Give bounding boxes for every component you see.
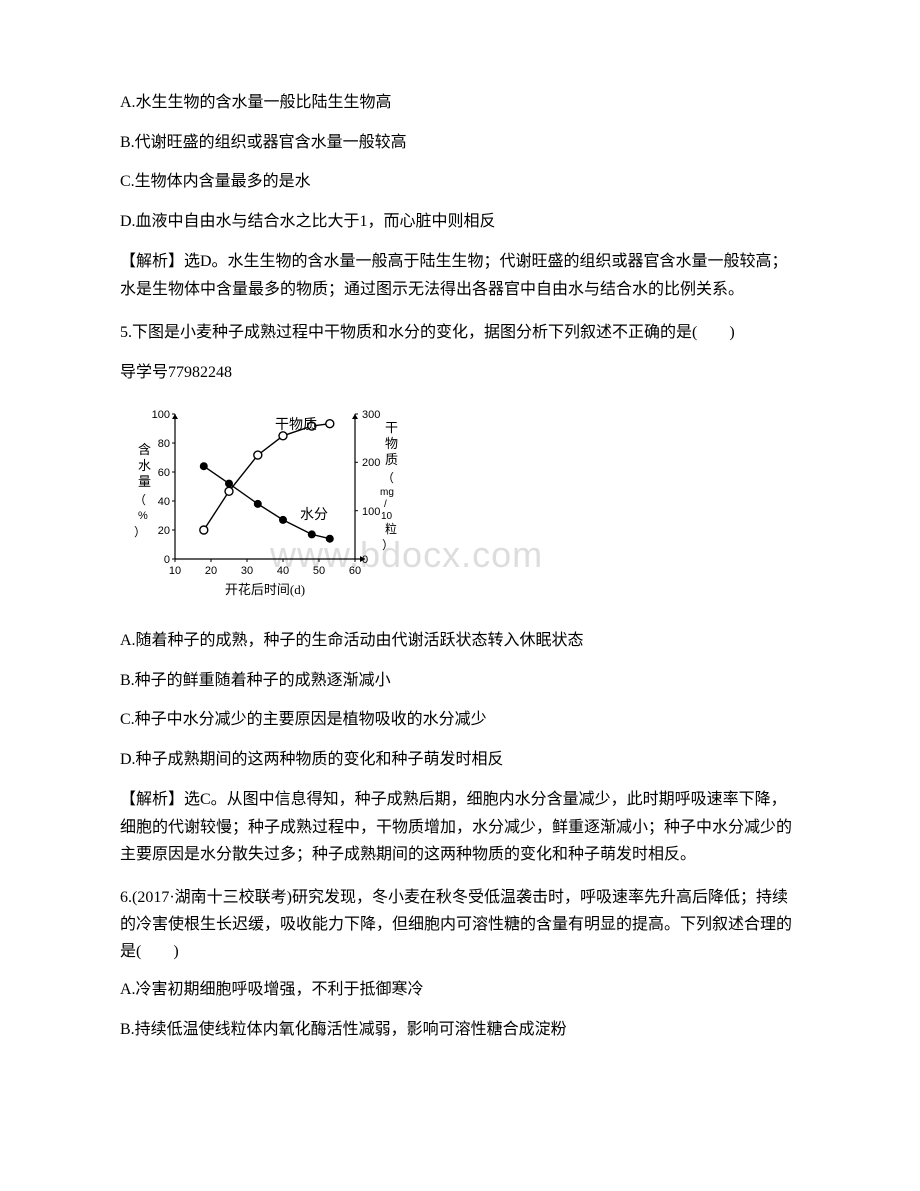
svg-text:30: 30	[241, 565, 253, 577]
q4-option-b: B.代谢旺盛的组织或器官含水量一般较高	[120, 130, 800, 156]
svg-text:10: 10	[169, 565, 181, 577]
svg-text:0: 0	[362, 554, 368, 566]
water-label: 水分	[300, 507, 328, 523]
q4-option-c: C.生物体内含量最多的是水	[120, 169, 800, 195]
y-left-label-3: 量	[138, 474, 151, 489]
q4-option-a: A.水生生物的含水量一般比陆生生物高	[120, 90, 800, 116]
y-right-label-2: 物	[385, 436, 398, 451]
q5-option-d: D.种子成熟期间的这两种物质的变化和种子萌发时相反	[120, 747, 800, 773]
y-right-unit-6: ）	[382, 538, 394, 552]
q6-option-b: B.持续低温使线粒体内氧化酶活性减弱，影响可溶性糖合成淀粉	[120, 1017, 800, 1043]
q5-explanation: 【解析】选C。从图中信息得知，种子成熟后期，细胞内水分含量减少，此时期呼吸速率下…	[120, 786, 800, 868]
q6-option-a: A.冷害初期细胞呼吸增强，不利于抵御寒冷	[120, 977, 800, 1003]
q4-explanation: 【解析】选D。水生生物的含水量一般高于陆生生物；代谢旺盛的组织或器官含水量一般较…	[120, 248, 800, 302]
svg-text:50: 50	[313, 565, 325, 577]
x-axis-label: 开花后时间(d)	[225, 582, 305, 597]
svg-text:60: 60	[349, 565, 361, 577]
y-left-unit-3: ）	[134, 525, 146, 539]
svg-text:300: 300	[362, 409, 380, 421]
q5-option-b: B.种子的鲜重随着种子的成熟逐渐减小	[120, 668, 800, 694]
y-left-label-2: 水	[138, 458, 151, 473]
svg-text:100: 100	[362, 506, 380, 518]
svg-text:20: 20	[205, 565, 217, 577]
q5-chart: www.bdocx.com 0 20 40 60 80 100 0 100 20…	[120, 394, 400, 614]
dry-matter-label: 干物质	[275, 417, 317, 433]
y-right-unit-3: /	[384, 499, 387, 510]
y-right-unit-4: 10	[381, 511, 393, 522]
y-right-label-3: 质	[385, 452, 398, 467]
y-left-unit-1: （	[134, 493, 146, 507]
svg-text:40: 40	[277, 565, 289, 577]
svg-text:60: 60	[158, 467, 170, 479]
chart-svg: 0 20 40 60 80 100 0 100 200 300 10 20 30…	[120, 394, 400, 614]
q5-option-a: A.随着种子的成熟，种子的生命活动由代谢活跃状态转入休眠状态	[120, 628, 800, 654]
q6-stem: 6.(2017·湖南十三校联考)研究发现，冬小麦在秋冬受低温袭击时，呼吸速率先升…	[120, 884, 800, 966]
svg-text:40: 40	[158, 496, 170, 508]
q5-stem: 5.下图是小麦种子成熟过程中干物质和水分的变化，据图分析下列叙述不正确的是( )	[120, 319, 800, 346]
y-left-label: 含	[138, 442, 151, 457]
svg-text:80: 80	[158, 438, 170, 450]
svg-text:200: 200	[362, 457, 380, 469]
svg-text:100: 100	[152, 409, 170, 421]
y-right-label-1: 干	[385, 420, 398, 435]
y-right-unit-2: mg	[380, 487, 394, 498]
y-left-unit-2: %	[138, 510, 148, 522]
svg-text:20: 20	[158, 525, 170, 537]
y-right-unit-5: 粒	[385, 521, 397, 536]
q5-option-c: C.种子中水分减少的主要原因是植物吸收的水分减少	[120, 707, 800, 733]
y-right-unit-1: （	[382, 471, 394, 485]
q5-guide-number: 导学号77982248	[120, 358, 800, 382]
q4-option-d: D.血液中自由水与结合水之比大于1，而心脏中则相反	[120, 209, 800, 235]
